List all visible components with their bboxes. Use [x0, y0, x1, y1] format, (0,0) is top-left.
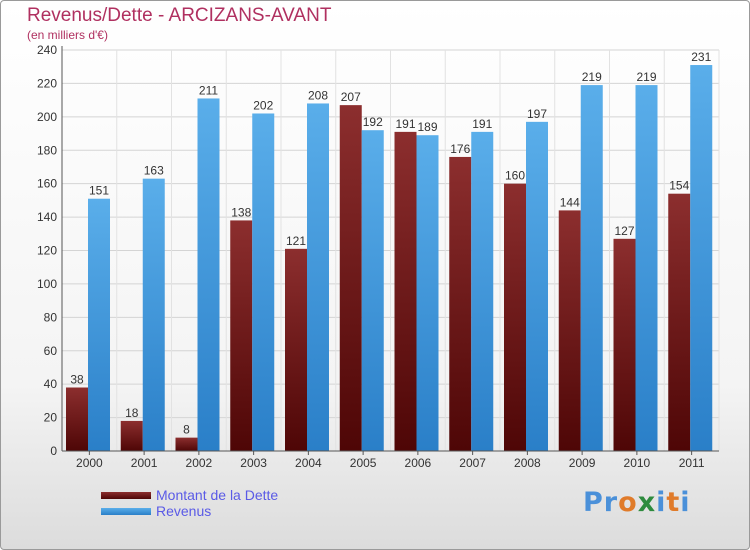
- bar-value-label: 219: [582, 70, 602, 84]
- revenus-bar: [142, 178, 165, 451]
- bar-value-label: 127: [614, 224, 634, 238]
- y-tick-label: 160: [37, 177, 57, 191]
- bar-value-label: 189: [417, 120, 437, 134]
- y-tick-label: 200: [37, 110, 57, 124]
- x-tick-label: 2011: [679, 456, 705, 470]
- logo-letter: r: [603, 487, 619, 518]
- revenus-bar: [471, 131, 494, 451]
- revenus-bar: [252, 113, 275, 451]
- legend-item-revenus: Revenus: [101, 503, 278, 519]
- bar-value-label: 18: [125, 406, 139, 420]
- legend: Montant de la Dette Revenus: [101, 487, 278, 519]
- axes: 0 20 40 60 80 100 120 140 160 180 200 220 240 2000 200…: [37, 43, 719, 470]
- revenus-bar: [416, 135, 439, 451]
- legend-swatch-revenus: [101, 507, 151, 515]
- logo-letter: i: [656, 487, 667, 518]
- y-tick-label: 0: [50, 444, 57, 458]
- revenus-bar: [197, 98, 220, 452]
- revenus-bar: [690, 65, 713, 451]
- y-tick-label: 100: [37, 277, 57, 291]
- y-tick-label: 60: [44, 344, 58, 358]
- y-tick-label: 180: [37, 143, 57, 157]
- debt-bar: [449, 156, 472, 451]
- x-tick-label: 2002: [186, 456, 213, 470]
- bar-value-label: 202: [253, 98, 273, 112]
- debt-bar: [120, 420, 143, 451]
- proxiti-logo: Proxiti: [583, 487, 691, 518]
- x-tick-label: 2006: [405, 456, 432, 470]
- bar-value-label: 163: [144, 164, 164, 178]
- debt-bar: [66, 387, 88, 451]
- y-tick-label: 140: [37, 210, 57, 224]
- revenus-bar: [307, 103, 329, 451]
- logo-letter: x: [637, 487, 657, 518]
- debt-bar: [175, 437, 198, 451]
- bar-value-label: 219: [636, 70, 656, 84]
- bar-value-label: 8: [183, 423, 190, 437]
- x-tick-label: 2009: [569, 456, 596, 470]
- debt-bar: [285, 248, 307, 451]
- x-tick-label: 2007: [459, 456, 486, 470]
- logo-letter: o: [618, 487, 638, 518]
- logo-letter: P: [583, 487, 604, 518]
- chart-subtitle: (en milliers d'€): [27, 28, 108, 42]
- revenus-bar: [635, 85, 658, 452]
- y-tick-label: 80: [44, 310, 58, 324]
- y-tick-label: 120: [37, 244, 57, 258]
- x-tick-label: 2010: [624, 456, 651, 470]
- x-tick-label: 2001: [131, 456, 158, 470]
- revenus-bar: [526, 121, 548, 452]
- y-tick-label: 20: [44, 411, 58, 425]
- debt-bar: [394, 131, 417, 451]
- chart-title: Revenus/Dette - ARCIZANS-AVANT: [27, 5, 332, 26]
- bar-value-label: 154: [669, 179, 689, 193]
- legend-label-revenus: Revenus: [156, 503, 212, 519]
- bar-value-label: 38: [70, 373, 84, 387]
- legend-swatch-debt: [101, 491, 151, 499]
- bar-value-label: 231: [691, 50, 711, 64]
- bar-value-label: 208: [308, 88, 328, 102]
- bar-value-label: 144: [560, 195, 580, 209]
- bar-value-label: 192: [363, 115, 383, 129]
- debt-bar: [339, 105, 362, 451]
- x-tick-label: 2005: [350, 456, 377, 470]
- grid-lines: [61, 49, 720, 452]
- legend-label-debt: Montant de la Dette: [156, 487, 279, 503]
- debt-bar: [230, 220, 253, 451]
- y-tick-label: 40: [44, 377, 58, 391]
- x-tick-label: 2000: [76, 456, 103, 470]
- bar-value-label: 191: [395, 117, 415, 131]
- bar-value-label: 121: [286, 234, 306, 248]
- bar-value-label: 151: [89, 184, 109, 198]
- bar-value-label: 176: [450, 142, 470, 156]
- legend-item-debt: Montant de la Dette: [101, 487, 278, 503]
- bar-value-label: 138: [231, 205, 251, 219]
- revenus-bar: [88, 198, 110, 451]
- logo-letter: i: [680, 487, 691, 518]
- logo-letter: t: [666, 487, 681, 518]
- bar-value-label: 160: [505, 169, 525, 183]
- y-tick-label: 220: [37, 76, 57, 90]
- bar-value-label: 197: [527, 107, 547, 121]
- x-tick-label: 2008: [514, 456, 541, 470]
- revenus-bar: [580, 85, 603, 452]
- x-tick-label: 2003: [240, 456, 267, 470]
- bar-value-label: 191: [472, 117, 492, 131]
- revenus-bar: [361, 130, 384, 451]
- debt-bar: [504, 183, 526, 451]
- bar-value-label: 207: [341, 90, 361, 104]
- debt-bar: [668, 193, 691, 452]
- x-tick-label: 2004: [295, 456, 322, 470]
- y-tick-label: 240: [37, 43, 57, 57]
- debt-bar: [558, 210, 581, 451]
- debt-bar: [613, 238, 636, 451]
- bar-value-label: 211: [199, 83, 218, 97]
